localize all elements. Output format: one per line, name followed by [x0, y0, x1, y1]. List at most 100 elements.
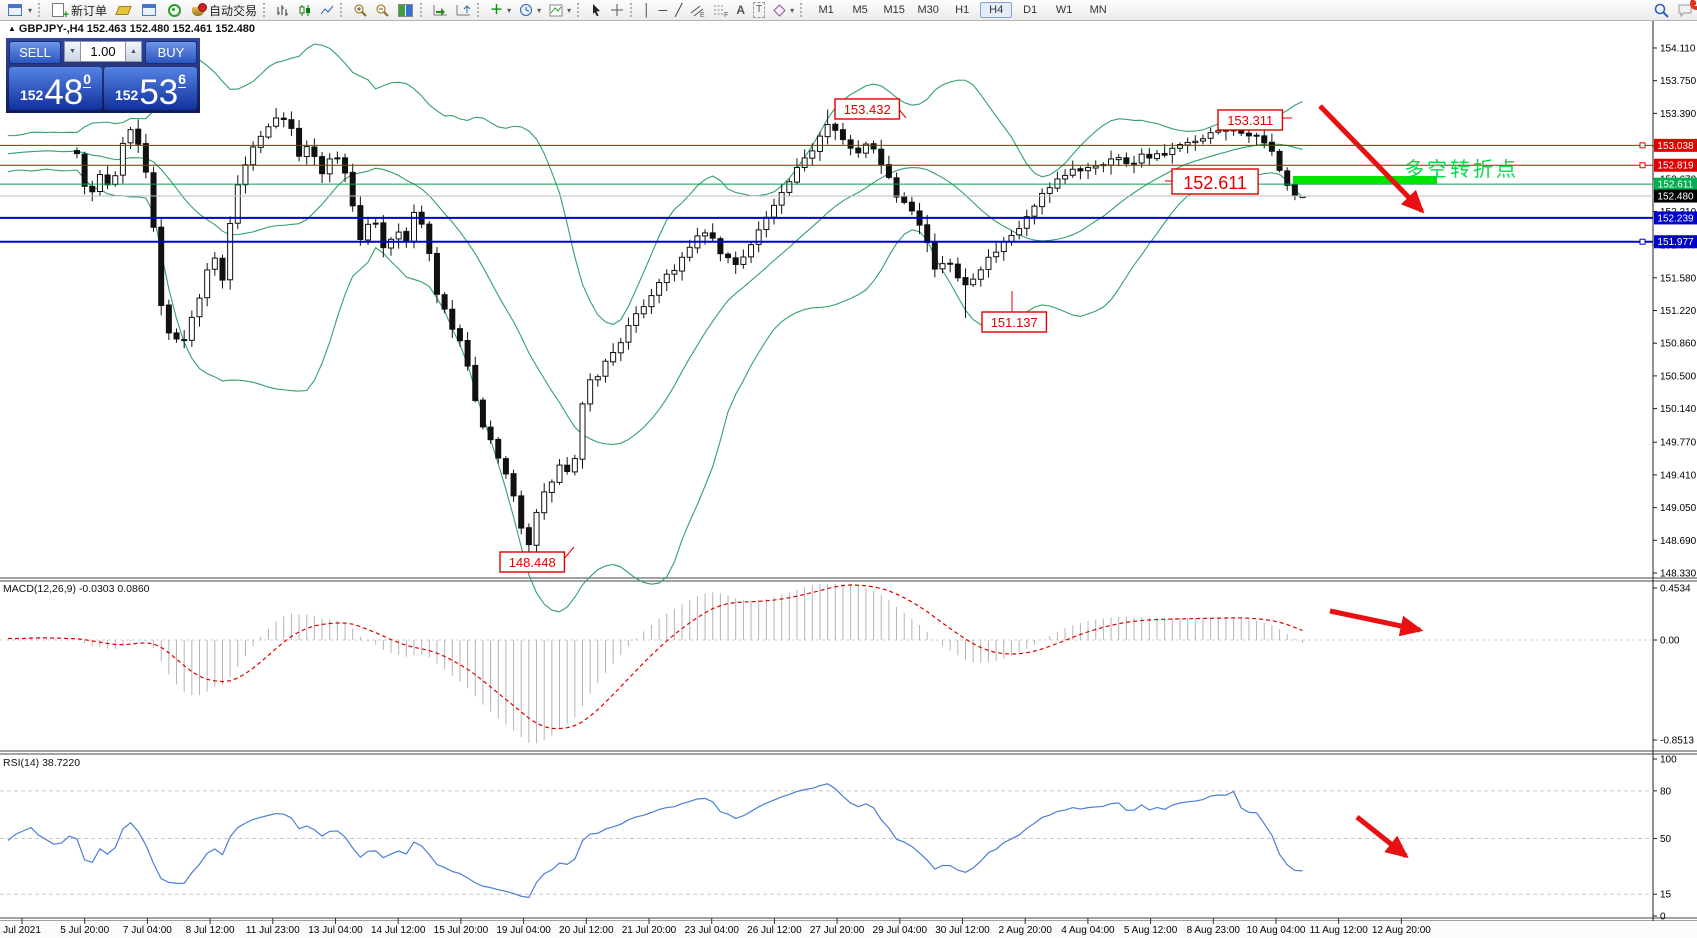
timeframe-w1[interactable]: W1: [1055, 4, 1073, 16]
svg-text:2 Aug 20:00: 2 Aug 20:00: [999, 925, 1053, 936]
svg-text:152.611: 152.611: [1658, 180, 1694, 191]
svg-text:8 Jul 12:00: 8 Jul 12:00: [186, 925, 235, 936]
toolbar-grip: [800, 3, 807, 17]
svg-text:19 Jul 04:00: 19 Jul 04:00: [496, 925, 551, 936]
price-axis: 154.110153.750153.390153.030152.670152.3…: [1653, 43, 1697, 580]
svg-text:10 Aug 04:00: 10 Aug 04:00: [1247, 925, 1306, 936]
rsi-axis: 100 80 50 15 0: [1653, 755, 1677, 923]
svg-text:151.220: 151.220: [1660, 306, 1697, 317]
horizontal-line-icon: ─: [658, 3, 668, 17]
price-annotation-box[interactable]: 153.432: [834, 98, 907, 120]
macd-axis: 0.4534 0.00 -0.8513: [1653, 584, 1694, 747]
buy-price-tile[interactable]: 152 53 6: [104, 67, 197, 110]
chevron-down-icon: ▾: [567, 5, 572, 15]
toolbar-grip: [477, 3, 484, 17]
cursor-icon: [593, 4, 601, 17]
svg-text:152.819: 152.819: [1657, 161, 1694, 172]
line-chart-button[interactable]: [316, 1, 338, 20]
timeframe-d1[interactable]: D1: [1023, 4, 1038, 16]
svg-text:100: 100: [1660, 755, 1677, 766]
hline-button[interactable]: ─: [655, 1, 672, 20]
price-tag[interactable]: 153.038: [1654, 138, 1697, 152]
sell-price-tile[interactable]: 152 48 0: [9, 67, 102, 110]
crosshair-button[interactable]: [606, 1, 628, 20]
price-level-line[interactable]: [0, 238, 1653, 245]
price-level-line[interactable]: [0, 142, 1653, 149]
volume-decrease-button[interactable]: ▼: [64, 41, 81, 62]
shapes-button[interactable]: ▾: [769, 1, 798, 20]
templates-button[interactable]: ▾: [545, 1, 575, 20]
trendline-button[interactable]: ╱: [671, 1, 686, 20]
indicators-button[interactable]: ＋ ▾: [486, 1, 515, 20]
price-tag[interactable]: 152.819: [1654, 158, 1697, 172]
price-annotation-box[interactable]: 152.611: [1165, 168, 1259, 195]
highlight-bar[interactable]: [1293, 176, 1437, 184]
svg-text:148.330: 148.330: [1660, 569, 1697, 580]
signals-button[interactable]: [162, 1, 187, 20]
svg-text:8 Aug 23:00: 8 Aug 23:00: [1187, 925, 1241, 936]
price-tag[interactable]: 152.239: [1654, 211, 1697, 225]
rsi-label: RSI(14) 38.7220: [3, 757, 81, 769]
zoom-in-button[interactable]: [349, 1, 371, 20]
price-levels: [0, 142, 1653, 245]
tile-windows-button[interactable]: [393, 1, 418, 20]
metaeditor-button[interactable]: [111, 1, 136, 20]
price-tag[interactable]: 152.480: [1654, 189, 1697, 203]
svg-text:148.448: 148.448: [509, 555, 556, 570]
sell-button[interactable]: SELL: [9, 41, 61, 64]
svg-text:12 Aug 20:00: 12 Aug 20:00: [1372, 925, 1431, 936]
timeframe-m15[interactable]: M15: [883, 4, 905, 16]
new-chart-button[interactable]: ▾: [2, 1, 36, 20]
svg-text:7 Jul 04:00: 7 Jul 04:00: [123, 925, 172, 936]
auto-scroll-button[interactable]: [429, 1, 452, 20]
timeframe-mn[interactable]: MN: [1089, 4, 1107, 16]
chart-shift-button[interactable]: [452, 1, 475, 20]
timeframe-m5[interactable]: M5: [852, 4, 868, 16]
trend-arrow[interactable]: [1355, 815, 1409, 859]
bar-chart-button[interactable]: [272, 1, 294, 20]
text-button[interactable]: A: [732, 1, 749, 20]
buy-button[interactable]: BUY: [145, 41, 197, 64]
zoom-out-button[interactable]: [371, 1, 393, 20]
buy-price-main: 53: [139, 73, 179, 113]
top-toolbar: ▾ 新订单 自动交易 ＋▾ ▾ ▾ │ ─ ╱ E F A T ▾ M1 M5 M1…: [0, 0, 1697, 21]
trend-arrow[interactable]: [1329, 608, 1424, 637]
volume-increase-button[interactable]: ▲: [125, 41, 142, 62]
channel-button[interactable]: E: [686, 1, 709, 20]
cursor-button[interactable]: [586, 1, 606, 20]
toolbar-grip: [38, 3, 45, 17]
timeframe-m30[interactable]: M30: [917, 4, 939, 16]
price-annotation-box[interactable]: 148.448: [499, 546, 575, 573]
price-tag[interactable]: 151.977: [1654, 235, 1697, 249]
chevron-down-icon: ▾: [28, 5, 33, 15]
macd-histogram: [7, 584, 1304, 744]
trend-arrows[interactable]: [1318, 104, 1425, 859]
timeframe-h1[interactable]: H1: [955, 4, 970, 16]
autotrade-button[interactable]: 自动交易: [187, 1, 261, 20]
turning-point-label[interactable]: 多空转折点: [1404, 158, 1519, 181]
text-label-button[interactable]: T: [749, 1, 769, 20]
vline-button[interactable]: │: [639, 1, 655, 20]
time-axis: Jul 2021 5 Jul 20:00 7 Jul 04:00 8 Jul 12:0…: [0, 918, 1697, 938]
terminal-button[interactable]: [136, 1, 162, 20]
price-annotation-box[interactable]: 151.137: [981, 291, 1048, 333]
svg-text:30 Jul 12:00: 30 Jul 12:00: [935, 925, 990, 936]
timeframe-m1[interactable]: M1: [818, 4, 834, 16]
volume-input[interactable]: [81, 41, 125, 62]
chat-button[interactable]: 1: [1673, 0, 1697, 20]
toolbar-grip: [420, 3, 427, 17]
periods-button[interactable]: ▾: [515, 1, 545, 20]
candlestick-button[interactable]: [294, 1, 316, 20]
price-annotations[interactable]: 153.432 153.311 152.611 151.137 148.448: [499, 98, 1292, 573]
signals-icon: [168, 3, 182, 17]
svg-text:149.410: 149.410: [1660, 470, 1697, 481]
fibonacci-button[interactable]: F: [709, 1, 732, 20]
trend-arrow[interactable]: [1318, 104, 1425, 214]
price-tag[interactable]: 152.611: [1654, 177, 1697, 191]
svg-text:151.977: 151.977: [1657, 237, 1694, 248]
price-annotation-box[interactable]: 153.311: [1217, 109, 1292, 131]
search-button[interactable]: [1650, 1, 1673, 20]
new-order-button[interactable]: 新订单: [47, 1, 111, 21]
timeframe-h4[interactable]: H4: [980, 2, 1013, 18]
svg-text:152.611: 152.611: [1183, 173, 1247, 193]
